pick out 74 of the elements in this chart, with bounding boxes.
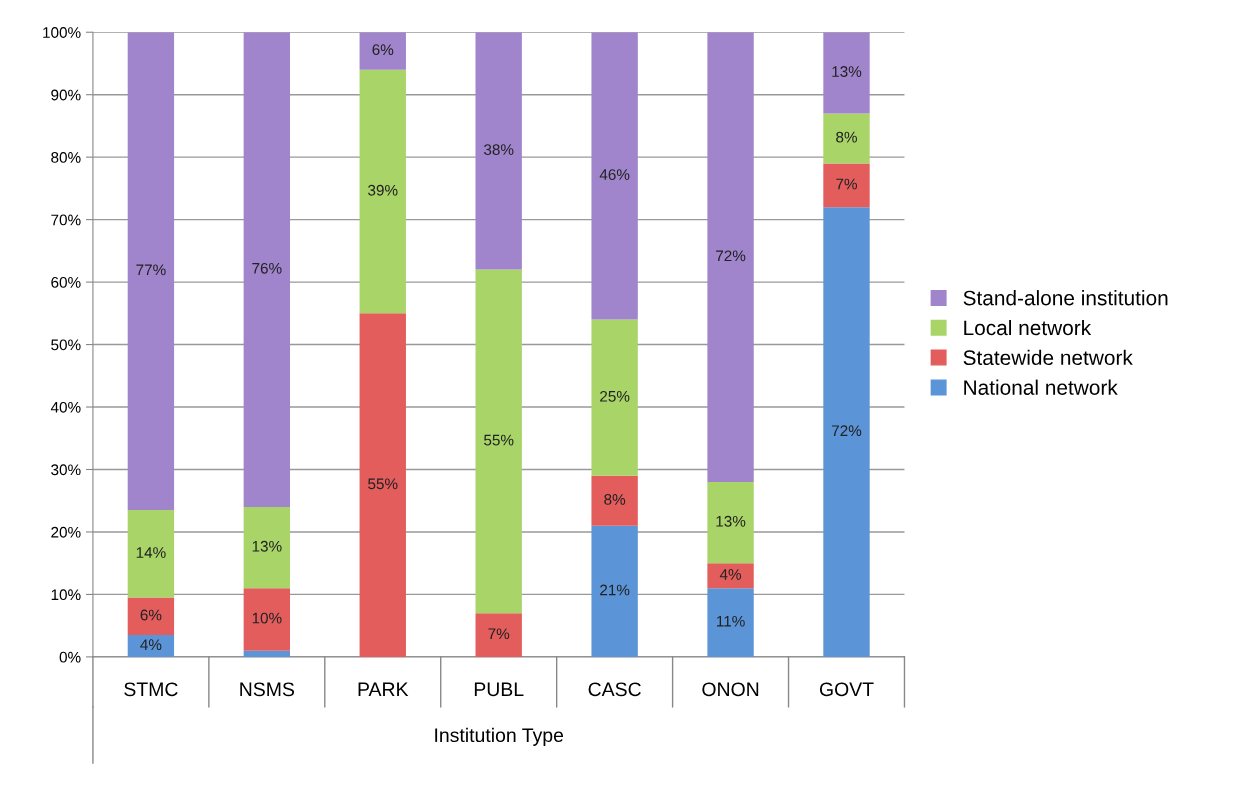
x-tick-label: PARK: [358, 682, 409, 696]
x-tick-label: CASC: [588, 682, 641, 697]
y-tick-label: 10%: [51, 589, 81, 601]
bar: [591, 525, 638, 657]
data-label: 14%: [136, 547, 166, 558]
bar: [591, 475, 638, 526]
data-label: 11%: [717, 615, 745, 627]
data-label: 13%: [832, 66, 862, 77]
y-tick-label: 40%: [50, 401, 81, 413]
bar: [127, 32, 175, 511]
bar: [475, 32, 522, 270]
bar: [359, 32, 406, 70]
bar: [243, 650, 291, 657]
x-tick-label: GOVT: [819, 682, 874, 697]
data-label: 72%: [716, 250, 746, 262]
data-label: 4%: [140, 639, 162, 650]
bar: [591, 319, 638, 476]
bar: [243, 506, 291, 589]
y-tick-label: 30%: [51, 464, 81, 476]
bar: [243, 32, 291, 507]
data-label: 4%: [719, 569, 742, 580]
y-tick-label: 50%: [51, 339, 81, 351]
x-tick-label: STMC: [124, 682, 178, 697]
data-label: 55%: [368, 478, 398, 490]
y-tick-label: 60%: [51, 276, 81, 288]
bar: [823, 32, 870, 114]
data-label: 7%: [836, 178, 857, 190]
data-label: 72%: [832, 425, 862, 437]
data-label: 10%: [252, 612, 282, 624]
y-tick-label: 0%: [59, 651, 81, 663]
data-label: 55%: [484, 434, 514, 446]
bar: [127, 635, 175, 657]
bar: [475, 269, 522, 614]
data-label: 6%: [140, 609, 162, 621]
legend-label: National network: [964, 379, 1118, 395]
bar: [707, 32, 754, 482]
y-tick-label: 100%: [43, 27, 81, 38]
bar: [823, 113, 870, 164]
x-tick-label: NSMS: [240, 682, 295, 697]
data-label: 6%: [372, 44, 394, 56]
data-label: 46%: [599, 169, 630, 181]
bar: [591, 32, 638, 320]
data-label: 8%: [836, 131, 857, 143]
data-label: 21%: [600, 584, 630, 596]
legend-label: Stand-alone institution: [963, 290, 1168, 306]
y-tick-label: 90%: [51, 89, 81, 101]
data-label: 25%: [600, 390, 630, 402]
data-label: 8%: [604, 494, 626, 505]
data-label: 7%: [488, 628, 510, 640]
y-tick-label: 80%: [51, 152, 81, 163]
x-tick-label: ONON: [702, 682, 759, 697]
bar: [127, 597, 175, 636]
bar: [823, 207, 870, 657]
x-axis-title: Institution Type: [435, 727, 564, 746]
y-tick-label: 20%: [51, 526, 81, 538]
bar: [707, 481, 754, 564]
bar: [359, 69, 406, 314]
bar: [707, 588, 754, 657]
x-tick-label: PUBL: [474, 682, 524, 697]
bar: [823, 163, 870, 208]
legend-label: Local network: [964, 319, 1092, 336]
bar: [475, 613, 522, 657]
bar: [707, 563, 754, 589]
y-tick-label: 70%: [51, 214, 81, 226]
bar: [359, 313, 406, 657]
data-label: 77%: [136, 264, 166, 276]
bar: [127, 510, 175, 598]
data-label: 39%: [368, 184, 398, 196]
bar: [243, 588, 291, 651]
data-label: 76%: [252, 262, 282, 274]
legend-label: Statewide network: [963, 349, 1133, 366]
data-label: 38%: [483, 144, 514, 156]
data-label: 13%: [716, 515, 746, 527]
data-label: 13%: [252, 540, 282, 552]
